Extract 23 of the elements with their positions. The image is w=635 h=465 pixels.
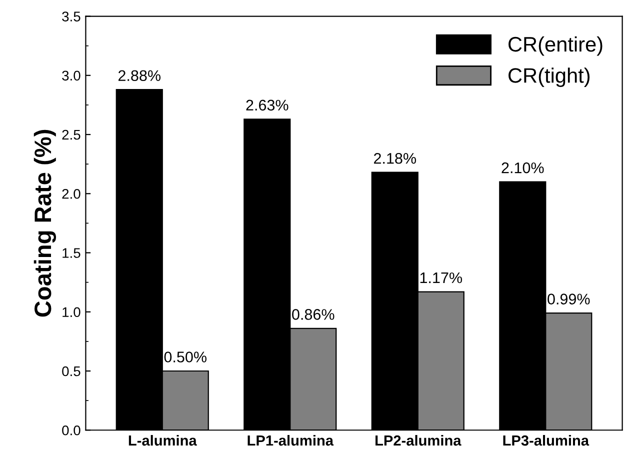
y-tick-label: 0.5 [62,366,80,376]
x-tick-label: LP3-alumina [503,434,590,446]
y-tick-label: 3.0 [62,70,80,81]
data-label: 2.63% [246,100,288,111]
y-tick-label: 1.5 [62,248,80,258]
data-label: 0.86% [292,309,334,320]
x-tick-label: L-alumina [128,434,197,446]
data-label: 0.50% [164,352,206,362]
legend-label: CR(entire) [508,36,602,56]
y-tick-label: 0.0 [62,425,80,436]
x-tick-label: LP2-alumina [376,434,462,446]
x-tick-label: LP1-alumina [248,434,334,446]
y-tick-label: 3.5 [62,12,80,22]
data-label: 1.17% [420,272,462,284]
data-label: 2.10% [502,162,544,174]
y-axis-title: Coating Rate (%) [34,130,56,317]
legend-label: CR(tight) [508,68,590,88]
y-tick-label: 2.5 [62,130,80,140]
data-label: 2.88% [118,70,160,82]
y-tick-label: 1.0 [62,307,80,318]
data-label: 2.18% [374,152,416,164]
data-label: 0.99% [548,294,590,304]
y-tick-label: 2.0 [62,188,80,199]
